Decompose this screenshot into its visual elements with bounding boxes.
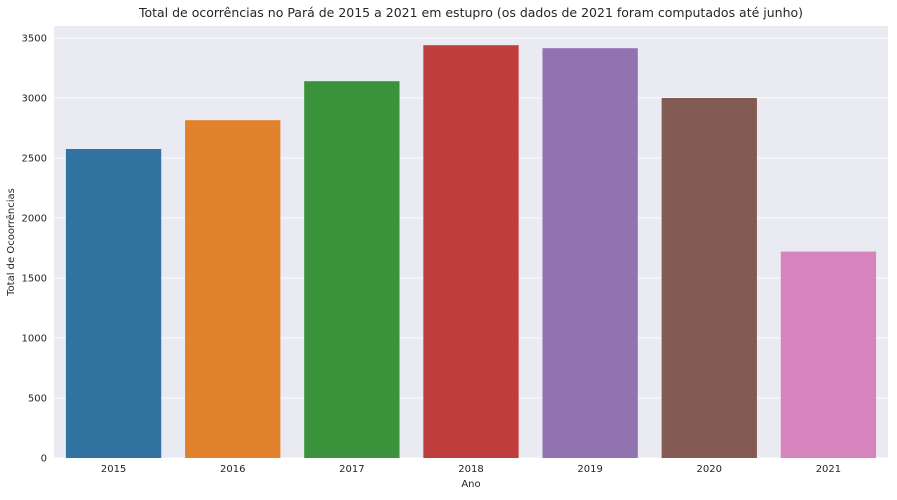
x-tick-label: 2017 xyxy=(339,464,364,475)
x-axis-ticks: 2015 2016 2017 2018 2019 2020 2021 xyxy=(101,464,841,475)
y-tick-label: 1000 xyxy=(22,334,47,345)
bar-2019 xyxy=(542,48,638,458)
y-axis-label: Total de Ocoorrências xyxy=(5,188,17,297)
x-tick-label: 2019 xyxy=(577,464,602,475)
x-tick-label: 2018 xyxy=(458,464,483,475)
x-axis-label: Ano xyxy=(461,479,480,490)
bar-2021 xyxy=(780,251,877,458)
bars xyxy=(65,45,877,458)
y-tick-label: 2000 xyxy=(22,214,47,225)
y-tick-label: 3000 xyxy=(22,94,47,105)
bar-2020 xyxy=(661,98,757,458)
bar-2018 xyxy=(423,45,519,458)
x-tick-label: 2015 xyxy=(101,464,126,475)
y-tick-label: 3500 xyxy=(22,34,47,45)
y-tick-label: 1500 xyxy=(22,274,47,285)
y-tick-label: 2500 xyxy=(22,154,47,165)
y-tick-label: 0 xyxy=(41,454,47,465)
bar-2017 xyxy=(304,81,400,458)
y-tick-label: 500 xyxy=(28,394,47,405)
bar-2016 xyxy=(185,120,281,458)
x-tick-label: 2016 xyxy=(220,464,245,475)
bar-2015 xyxy=(65,149,162,458)
x-tick-label: 2021 xyxy=(816,464,841,475)
y-axis-ticks: 0 500 1000 1500 2000 2500 3000 3500 xyxy=(22,34,47,465)
x-tick-label: 2020 xyxy=(697,464,722,475)
chart-title: Total de ocorrências no Pará de 2015 a 2… xyxy=(138,5,803,20)
